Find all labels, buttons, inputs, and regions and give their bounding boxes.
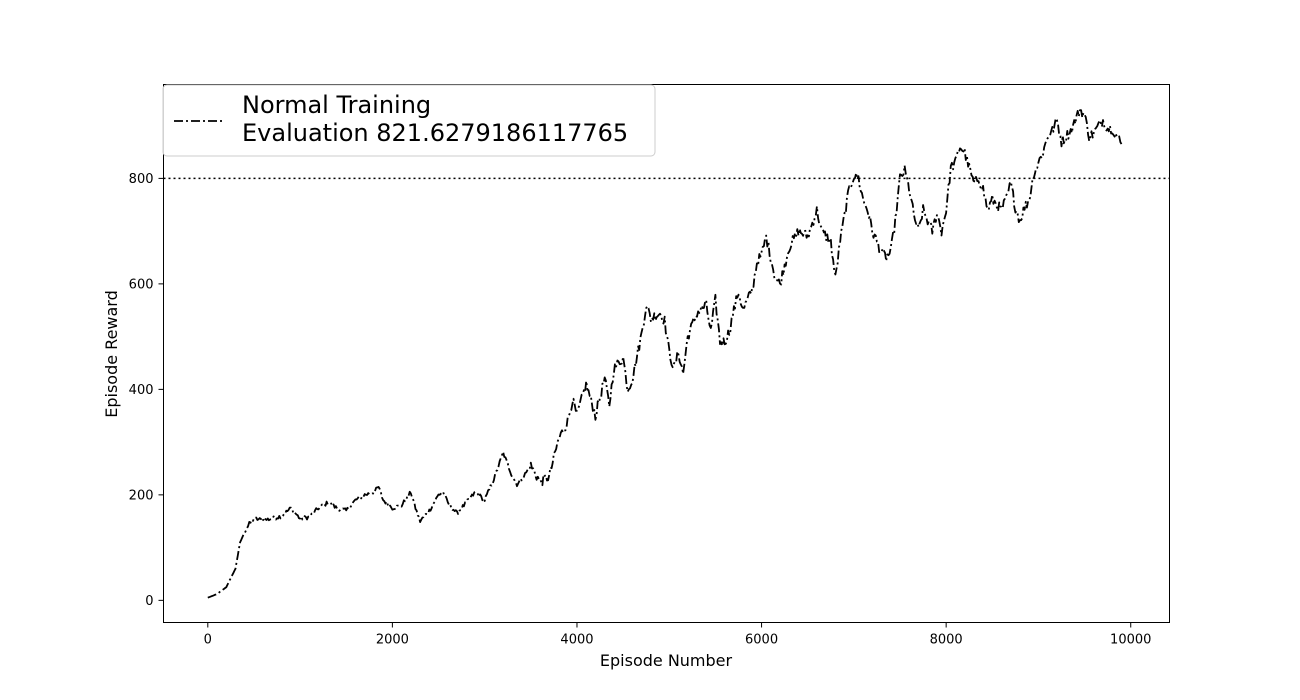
x-tick-label: 0 bbox=[204, 633, 212, 648]
y-tick-label: 0 bbox=[145, 594, 153, 609]
legend-entry-normal-training: Normal Training bbox=[242, 91, 431, 119]
x-axis-label: Episode Number bbox=[600, 651, 733, 670]
x-tick-label: 10000 bbox=[1110, 633, 1151, 648]
x-tick-label: 4000 bbox=[560, 633, 593, 648]
plot-area bbox=[163, 84, 1170, 623]
x-tick-label: 6000 bbox=[745, 633, 778, 648]
y-tick-label: 800 bbox=[129, 172, 154, 187]
x-axis: 0 2000 4000 6000 8000 10000 bbox=[204, 622, 1151, 648]
plot-frame bbox=[163, 84, 1170, 623]
x-tick-label: 8000 bbox=[930, 633, 963, 648]
y-tick-label: 200 bbox=[129, 488, 154, 503]
x-tick-label: 2000 bbox=[376, 633, 409, 648]
y-axis-label: Episode Reward bbox=[102, 290, 121, 418]
legend-entry-evaluation: Evaluation 821.6279186117765 bbox=[242, 119, 628, 147]
y-tick-label: 400 bbox=[129, 383, 154, 398]
legend-box bbox=[162, 84, 656, 157]
series-line-normal-training bbox=[207, 109, 1123, 599]
legend: Normal Training Evaluation 821.627918611… bbox=[162, 84, 656, 157]
y-axis: 0 200 400 600 800 bbox=[129, 172, 164, 609]
y-tick-label: 600 bbox=[129, 277, 154, 292]
